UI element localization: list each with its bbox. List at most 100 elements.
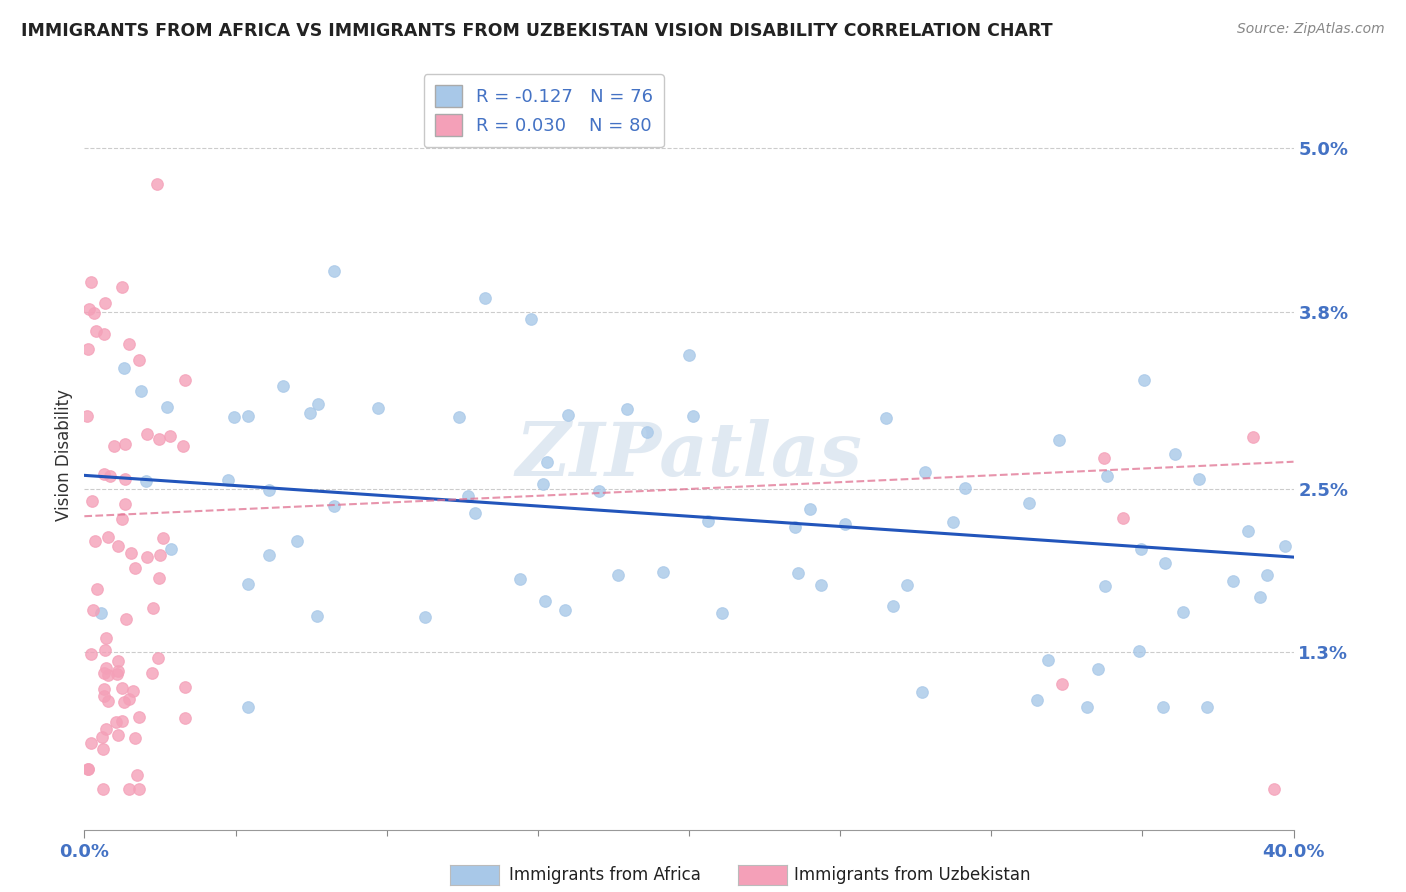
- Point: [1130, 541, 1153, 556]
- Point: [834, 516, 856, 531]
- Point: [1153, 556, 1175, 570]
- Point: [299, 406, 322, 420]
- Point: [148, 571, 170, 585]
- Point: [1274, 539, 1296, 553]
- Point: [107, 539, 129, 553]
- Point: [111, 512, 134, 526]
- Point: [520, 312, 543, 326]
- Text: Immigrants from Uzbekistan: Immigrants from Uzbekistan: [794, 866, 1031, 884]
- Point: [125, 768, 148, 782]
- Point: [911, 685, 934, 699]
- Point: [536, 455, 558, 469]
- Point: [111, 714, 134, 728]
- Point: [91, 781, 114, 796]
- Point: [84, 325, 107, 339]
- Point: [128, 781, 150, 796]
- Point: [97, 530, 120, 544]
- Point: [76, 762, 98, 776]
- Point: [1152, 700, 1174, 714]
- Y-axis label: Vision Disability: Vision Disability: [55, 389, 73, 521]
- Point: [636, 425, 658, 439]
- Point: [82, 494, 104, 508]
- Point: [114, 472, 136, 486]
- Point: [509, 572, 531, 586]
- Point: [107, 664, 129, 678]
- Point: [103, 439, 125, 453]
- Point: [111, 279, 134, 293]
- Point: [1171, 605, 1194, 619]
- Point: [93, 689, 115, 703]
- Point: [135, 474, 157, 488]
- Point: [121, 684, 143, 698]
- Point: [1036, 653, 1059, 667]
- Point: [785, 520, 807, 534]
- Point: [129, 384, 152, 398]
- Point: [90, 606, 112, 620]
- Point: [531, 476, 554, 491]
- Point: [322, 263, 344, 277]
- Point: [1049, 434, 1071, 448]
- Point: [799, 501, 821, 516]
- Point: [146, 178, 169, 192]
- Point: [1025, 693, 1047, 707]
- Point: [1256, 568, 1278, 582]
- Point: [224, 410, 246, 425]
- Point: [1018, 496, 1040, 510]
- Point: [1236, 524, 1258, 539]
- Point: [94, 643, 117, 657]
- Point: [787, 566, 810, 580]
- Point: [77, 342, 100, 356]
- Point: [1303, 478, 1326, 492]
- Point: [82, 603, 104, 617]
- Point: [114, 612, 136, 626]
- Point: [105, 667, 128, 681]
- Point: [1132, 373, 1154, 387]
- Point: [79, 736, 101, 750]
- Point: [1087, 662, 1109, 676]
- Point: [86, 582, 108, 596]
- Point: [1249, 591, 1271, 605]
- Point: [942, 515, 965, 529]
- Point: [173, 373, 195, 387]
- Point: [323, 499, 346, 513]
- Point: [118, 781, 141, 796]
- Point: [1094, 578, 1116, 592]
- Point: [464, 507, 486, 521]
- Point: [1097, 469, 1119, 483]
- Point: [94, 631, 117, 645]
- Point: [271, 379, 294, 393]
- Point: [79, 275, 101, 289]
- Point: [1164, 447, 1187, 461]
- Point: [711, 607, 734, 621]
- Point: [1112, 511, 1135, 525]
- Point: [120, 546, 142, 560]
- Point: [449, 410, 471, 425]
- Point: [457, 489, 479, 503]
- Point: [652, 565, 675, 579]
- Point: [94, 296, 117, 310]
- Point: [1076, 700, 1098, 714]
- Point: [696, 514, 718, 528]
- Point: [882, 599, 904, 614]
- Point: [80, 648, 103, 662]
- Point: [285, 534, 308, 549]
- Point: [148, 433, 170, 447]
- Point: [259, 483, 281, 498]
- Point: [875, 410, 897, 425]
- Point: [236, 577, 259, 591]
- Legend: R = -0.127   N = 76, R = 0.030    N = 80: R = -0.127 N = 76, R = 0.030 N = 80: [423, 74, 664, 147]
- Point: [96, 661, 118, 675]
- Point: [606, 568, 628, 582]
- Point: [112, 361, 135, 376]
- Point: [112, 696, 135, 710]
- Point: [953, 481, 976, 495]
- Point: [896, 578, 918, 592]
- Point: [1052, 677, 1074, 691]
- Point: [93, 681, 115, 696]
- Point: [1319, 598, 1341, 612]
- Text: IMMIGRANTS FROM AFRICA VS IMMIGRANTS FROM UZBEKISTAN VISION DISABILITY CORRELATI: IMMIGRANTS FROM AFRICA VS IMMIGRANTS FRO…: [21, 22, 1053, 40]
- Point: [236, 700, 259, 714]
- Point: [1263, 781, 1285, 796]
- Point: [107, 654, 129, 668]
- Point: [1188, 472, 1211, 486]
